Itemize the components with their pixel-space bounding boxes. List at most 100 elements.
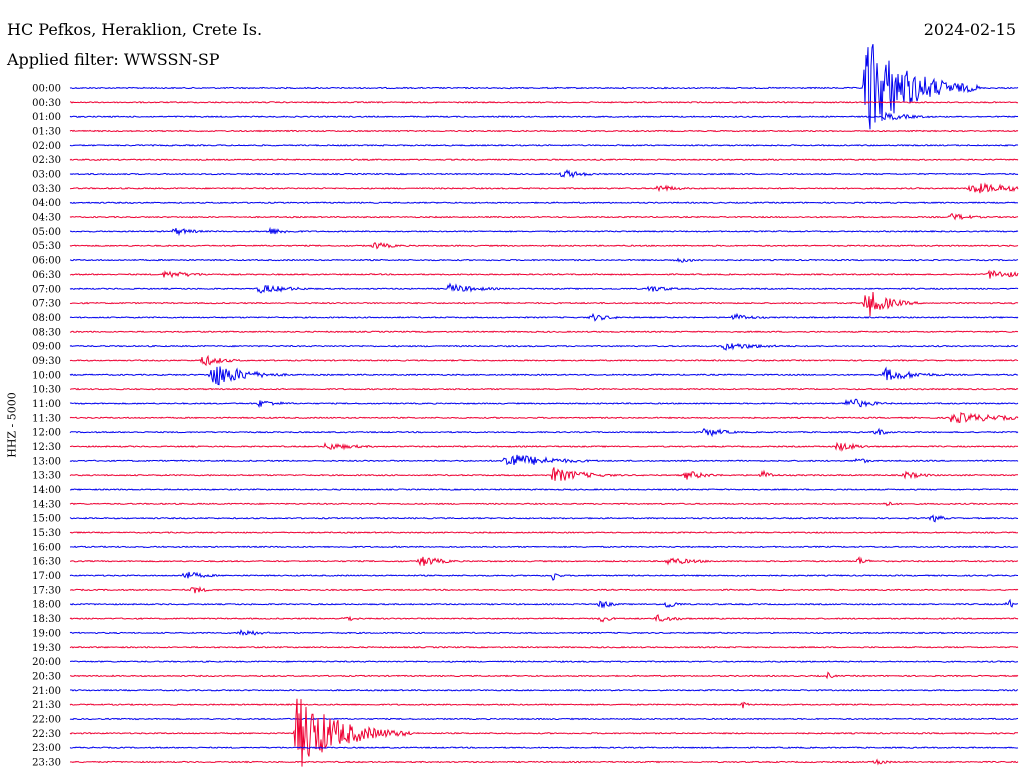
time-label: 01:30: [32, 127, 61, 138]
time-label: 06:30: [32, 270, 61, 281]
trace-line: [69, 441, 1019, 452]
trace-line: [69, 330, 1019, 334]
time-label: 05:00: [32, 227, 61, 238]
trace-line: [69, 614, 1019, 623]
time-label: 22:00: [32, 714, 61, 725]
trace-line: [69, 158, 1019, 162]
time-label: 14:00: [32, 485, 61, 496]
date-label: 2024-02-15: [923, 20, 1016, 39]
time-label: 23:00: [32, 743, 61, 754]
trace-line: [69, 698, 1018, 767]
trace-line: [69, 598, 1018, 609]
time-label: 03:30: [32, 184, 61, 195]
trace-line: [69, 182, 1019, 194]
time-label: 22:30: [32, 729, 61, 740]
trace-line: [69, 354, 1019, 367]
trace-line: [69, 427, 1019, 438]
time-label: 12:00: [32, 428, 61, 439]
time-label: 07:00: [32, 284, 61, 295]
time-label: 19:30: [32, 643, 61, 654]
time-label: 18:00: [32, 600, 61, 611]
trace-line: [69, 531, 1018, 534]
trace-line: [69, 671, 1019, 680]
trace-line: [69, 688, 1019, 692]
trace-line: [69, 645, 1019, 649]
trace-line: [69, 366, 1019, 386]
trace-line: [69, 312, 1019, 322]
time-label: 14:30: [32, 499, 61, 510]
trace-line: [69, 169, 1019, 179]
time-label: 18:30: [32, 614, 61, 625]
time-label: 06:00: [32, 256, 61, 267]
station-title: HC Pefkos, Heraklion, Crete Is.: [7, 20, 263, 39]
trace-line: [69, 629, 1018, 637]
time-label: 21:00: [32, 686, 61, 697]
time-label: 15:30: [32, 528, 61, 539]
trace-line: [69, 269, 1019, 279]
trace-line: [69, 44, 1019, 130]
time-label: 03:00: [32, 170, 61, 181]
time-label: 01:00: [32, 112, 61, 123]
trace-line: [69, 100, 1019, 104]
trace-line: [69, 212, 1019, 221]
time-label: 09:00: [32, 342, 61, 353]
trace-line: [69, 291, 1019, 317]
trace-line: [70, 660, 1018, 663]
time-label: 13:00: [32, 456, 61, 467]
filter-label: Applied filter: WWSSN-SP: [7, 50, 220, 69]
trace-line: [69, 257, 1019, 263]
trace-line: [69, 585, 1019, 594]
trace-line: [69, 488, 1019, 491]
trace-line: [69, 411, 1019, 424]
time-label: 12:30: [32, 442, 61, 453]
trace-line: [69, 514, 1019, 523]
trace-line: [69, 242, 1019, 250]
trace-line: [69, 201, 1019, 205]
trace-line: [69, 545, 1019, 549]
time-label: 04:30: [32, 213, 61, 224]
time-label: 07:30: [32, 299, 61, 310]
time-label: 15:00: [32, 514, 61, 525]
time-label: 11:00: [32, 399, 61, 410]
time-label: 09:30: [32, 356, 61, 367]
trace-line: [69, 144, 1019, 147]
trace-line: [69, 501, 1019, 507]
time-label: 23:30: [32, 757, 61, 768]
time-label: 00:00: [32, 84, 61, 95]
trace-line: [69, 717, 1019, 721]
time-label: 02:30: [32, 155, 61, 166]
trace-line: [69, 111, 1019, 121]
time-label: 13:30: [32, 471, 61, 482]
time-label: 08:00: [32, 313, 61, 324]
trace-line: [69, 398, 1019, 408]
time-label: 11:30: [32, 413, 61, 424]
trace-line: [69, 454, 1019, 466]
trace-line: [69, 556, 1019, 567]
trace-line: [69, 746, 1019, 749]
trace-line: [69, 387, 1019, 391]
time-label: 16:30: [32, 557, 61, 568]
trace-line: [69, 758, 1019, 766]
time-label: 17:00: [32, 571, 61, 582]
time-label: 19:00: [32, 628, 61, 639]
time-label: 10:30: [32, 385, 61, 396]
time-label: 05:30: [32, 241, 61, 252]
trace-line: [69, 129, 1019, 133]
trace-line: [69, 343, 1019, 351]
trace-line: [69, 467, 1018, 481]
time-label: 17:30: [32, 585, 61, 596]
time-label: 00:30: [32, 98, 61, 109]
time-label: 16:00: [32, 542, 61, 553]
time-label: 04:00: [32, 198, 61, 209]
time-label: 10:00: [32, 370, 61, 381]
trace-line: [69, 226, 1019, 237]
time-label: 08:30: [32, 327, 61, 338]
time-label: 20:00: [32, 657, 61, 668]
trace-line: [69, 701, 1019, 709]
trace-line: [69, 571, 1018, 581]
time-label: 21:30: [32, 700, 61, 711]
time-label: 20:30: [32, 671, 61, 682]
time-label: 02:00: [32, 141, 61, 152]
trace-line: [69, 282, 1019, 294]
